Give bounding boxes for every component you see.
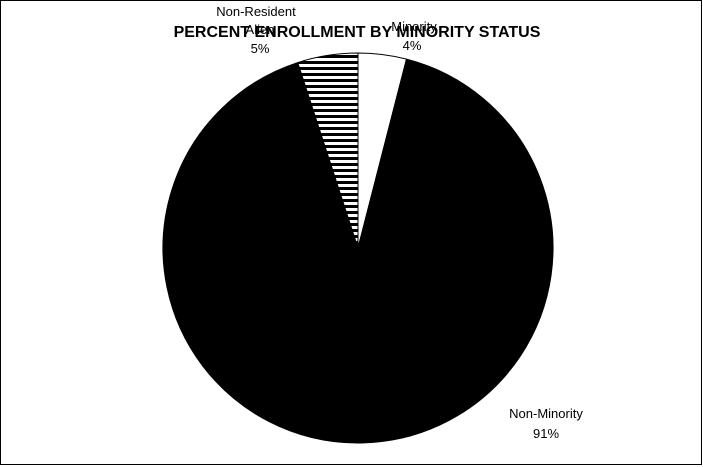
chart-title: PERCENT ENROLLMENT BY MINORITY STATUS [174,24,541,41]
pie-slices [162,52,554,444]
slice-labels: Non-Resident Alien 5% Minority 4% Non-Mi… [216,4,583,441]
pie-slice-non-minority [162,58,554,444]
slice-value-minority: 4% [403,38,422,53]
slice-name-non-resident-alien-line2: Alien [246,22,275,37]
pie-slice-non-resident-alien [297,52,359,249]
slice-name-non-resident-alien-line1: Non-Resident [216,4,296,19]
slice-value-non-minority: 91% [533,426,559,441]
slice-name-non-minority: Non-Minority [509,406,583,421]
slice-value-non-resident-alien: 5% [251,41,270,56]
slice-name-minority: Minority [391,19,437,34]
